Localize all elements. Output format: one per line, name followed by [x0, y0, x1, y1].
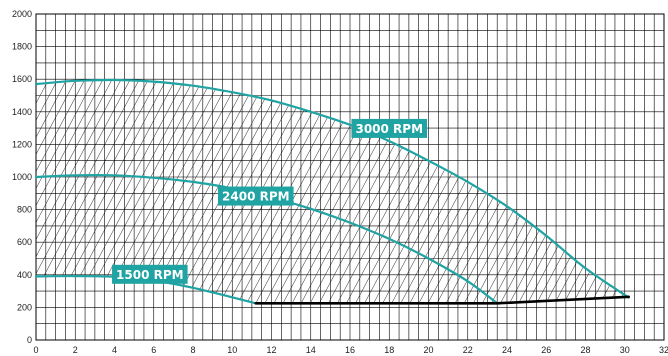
x-tick-label: 22	[463, 345, 473, 355]
y-tick-label: 2000	[12, 9, 32, 19]
x-tick-label: 16	[345, 345, 355, 355]
curve-labels: 3000 RPM 2400 RPM 1500 RPM	[112, 118, 428, 284]
y-tick-label: 200	[17, 302, 32, 312]
min-flow-boundary-line	[254, 295, 630, 305]
y-tick-label: 1800	[12, 42, 32, 52]
x-tick-label: 24	[502, 345, 512, 355]
x-tick-label: 2	[73, 345, 78, 355]
y-tick-label: 0	[27, 335, 32, 345]
y-tick-label: 1400	[12, 107, 32, 117]
y-tick-label: 800	[17, 205, 32, 215]
curve-label-text: 3000 RPM	[355, 122, 423, 136]
y-axis-ticks: 0 200 400 600 800 1000 1200 1400 1600 1800 2000	[12, 9, 32, 345]
y-tick-label: 400	[17, 270, 32, 280]
curve-label: 2400 RPM	[218, 186, 294, 206]
x-tick-label: 12	[266, 345, 276, 355]
x-tick-label: 28	[580, 345, 590, 355]
x-axis-ticks: 0 2 4 6 8 10 12 14 16 18 20 22 24 26 28 30 32	[33, 345, 668, 355]
curve-label-background	[112, 264, 188, 284]
x-tick-label: 4	[112, 345, 117, 355]
curve-label-background	[351, 118, 428, 138]
curve-label-text: 2400 RPM	[222, 190, 290, 204]
y-tick-label: 1600	[12, 74, 32, 84]
x-tick-label: 26	[541, 345, 551, 355]
x-tick-label: 18	[384, 345, 394, 355]
curve-label: 3000 RPM	[351, 118, 428, 138]
curve-label-background	[218, 186, 294, 206]
x-tick-label: 32	[659, 345, 668, 355]
x-tick-label: 0	[33, 345, 38, 355]
operating-area-fill	[36, 79, 629, 304]
series-line-3000-rpm	[34, 78, 630, 299]
x-tick-label: 10	[227, 345, 237, 355]
x-tick-label: 6	[151, 345, 156, 355]
y-tick-label: 1000	[12, 172, 32, 182]
x-tick-label: 20	[423, 345, 433, 355]
x-tick-label: 8	[190, 345, 195, 355]
x-tick-label: 14	[306, 345, 316, 355]
curve-label: 1500 RPM	[112, 264, 188, 284]
x-tick-label: 30	[620, 345, 630, 355]
curve-label-text: 1500 RPM	[116, 268, 184, 282]
operating-area	[36, 79, 629, 304]
y-tick-label: 600	[17, 237, 32, 247]
y-tick-label: 1200	[12, 139, 32, 149]
